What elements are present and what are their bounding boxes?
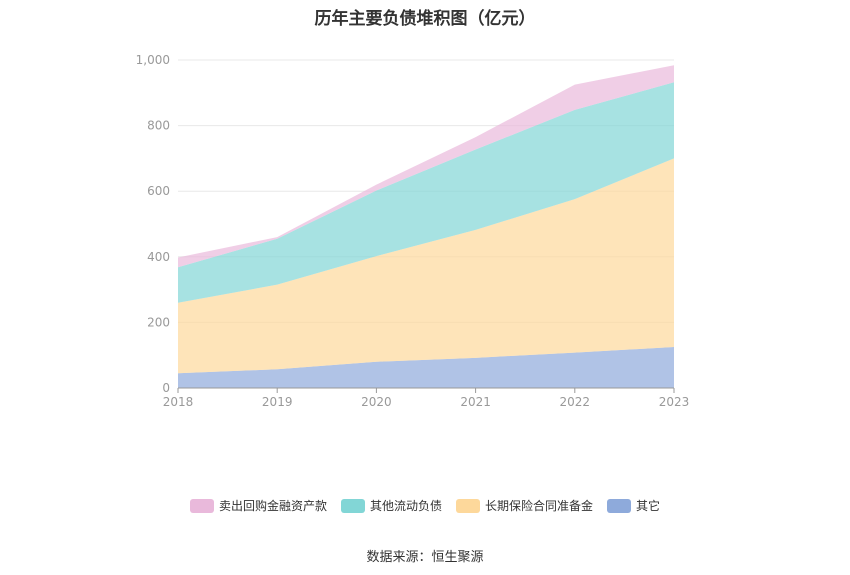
x-tick-label: 2022 [560,395,591,409]
legend-item[interactable]: 其他流动负债 [340,497,442,514]
legend-label: 其它 [636,499,661,513]
legend-swatch [340,498,365,513]
area-series-3 [178,65,674,268]
y-tick-label: 600 [147,184,170,198]
y-tick-label: 1,000 [136,53,170,67]
area-series-2 [178,82,674,303]
legend-label: 卖出回购金融资产款 [218,499,327,513]
x-tick-label: 2021 [460,395,491,409]
y-tick-label: 200 [147,315,170,329]
x-tick-label: 2019 [262,395,293,409]
x-tick-label: 2023 [659,395,690,409]
legend-swatch [456,498,480,513]
x-tick-label: 2020 [361,395,392,409]
legend: 卖出回购金融资产款 其他流动负债 长期保险合同准备金 其它 [0,497,850,514]
legend-item[interactable]: 其它 [607,497,660,514]
legend-item[interactable]: 卖出回购金融资产款 [189,497,327,514]
data-source: 数据来源：恒生聚源 [366,550,484,565]
legend-label: 长期保险合同准备金 [485,499,594,513]
legend-label: 其他流动负债 [369,499,442,513]
area-series-0 [178,347,674,388]
y-tick-label: 0 [162,381,170,395]
area-series-1 [178,158,674,374]
y-tick-label: 800 [147,119,170,133]
area-layer [178,65,674,388]
chart-title: 历年主要负债堆积图（亿元） [314,9,536,29]
legend-swatch [607,498,632,513]
x-tick-label: 2018 [163,395,194,409]
legend-swatch [189,498,214,513]
axis-layer: 0 200 400 600 800 1,000 2018 2019 2020 2021 2022 20… [136,53,690,409]
y-tick-label: 400 [147,250,170,264]
legend-item[interactable]: 长期保险合同准备金 [456,497,593,514]
